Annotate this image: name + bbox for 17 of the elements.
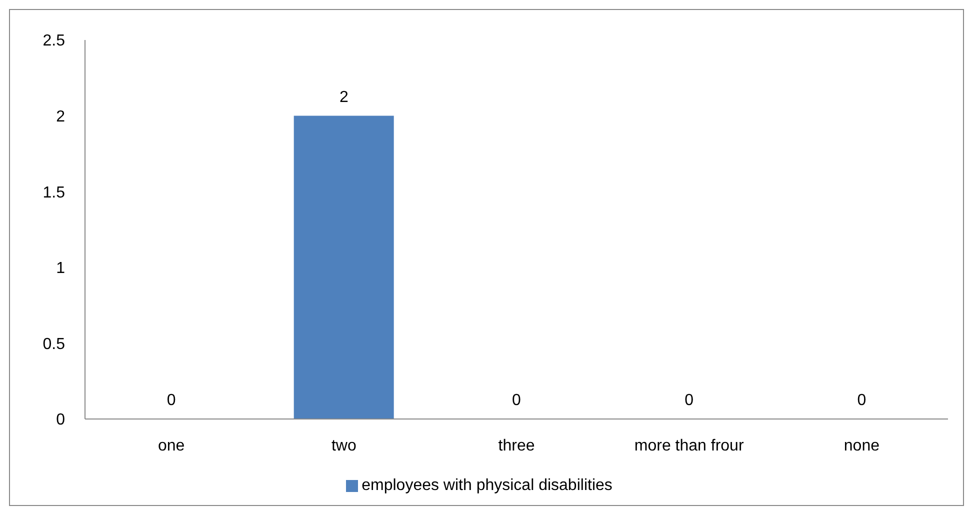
y-tick-label: 1 — [56, 260, 66, 278]
y-tick-label: 2 — [56, 108, 66, 126]
data-label: 0 — [166, 392, 176, 409]
x-tick-label: one — [158, 437, 185, 454]
x-tick-label: two — [331, 437, 356, 454]
y-tick-label: 0.5 — [42, 336, 66, 353]
data-label: 2 — [339, 88, 348, 106]
y-tick-label: 2.5 — [42, 32, 66, 50]
y-tick-label: 1.5 — [42, 184, 66, 202]
x-tick-label: more than frour — [634, 437, 744, 454]
x-tick-label: three — [498, 437, 535, 454]
y-tick-label: 0 — [56, 412, 66, 429]
legend-label: employees with physical disabilities — [362, 477, 612, 494]
data-label: 0 — [684, 392, 694, 409]
x-tick-label: none — [844, 437, 880, 454]
data-label: 0 — [857, 392, 866, 409]
data-label: 0 — [512, 392, 522, 409]
